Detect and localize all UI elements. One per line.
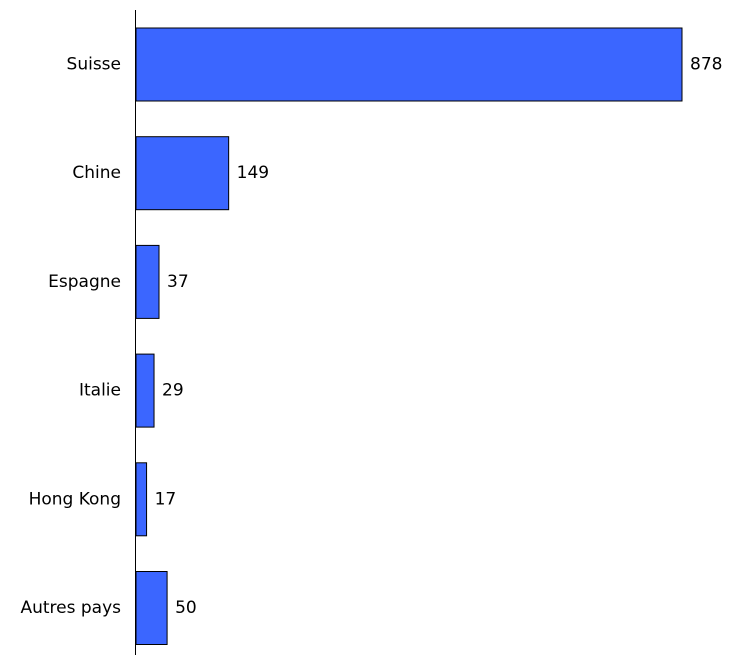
category-label: Hong Kong [29,489,121,509]
value-label: 149 [237,163,269,183]
value-label: 50 [175,598,197,618]
value-label: 878 [690,55,722,75]
bar-chine [135,136,230,211]
value-label: 37 [167,272,189,292]
bar-italie [135,353,155,428]
category-label: Suisse [67,55,121,75]
value-label: 17 [155,489,177,509]
category-label: Italie [79,381,121,401]
value-label: 29 [162,381,184,401]
bar-hong-kong [135,462,148,537]
bars-group [135,27,683,645]
bar-espagne [135,244,160,319]
category-labels-group: Suisse Chine Espagne Italie Hong Kong Autres … [20,55,121,619]
category-label: Autres pays [20,598,121,618]
value-labels-group: 878 149 37 29 17 50 [155,55,723,619]
bar-autres-pays [135,571,168,645]
category-label: Chine [72,163,121,183]
category-label: Espagne [48,272,121,292]
bar-suisse [135,27,683,102]
